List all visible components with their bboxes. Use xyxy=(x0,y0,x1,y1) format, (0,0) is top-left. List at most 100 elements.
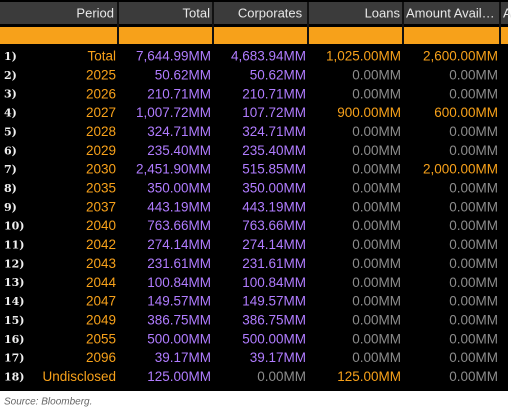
table-cell: 2040 xyxy=(86,218,116,233)
row-number: 18) xyxy=(4,370,25,383)
table-cell: 0.00MM xyxy=(352,143,401,158)
table-cell: 443.19MM xyxy=(147,199,211,214)
table-cell: 0.00MM xyxy=(352,162,401,177)
table-cell: 235.40MM xyxy=(242,143,306,158)
table-cell: 0.00MM xyxy=(449,199,498,214)
row-number: 17) xyxy=(4,352,25,365)
table-cell: 0.00MM xyxy=(352,350,401,365)
table-cell: 107.72MM xyxy=(242,105,306,120)
table-cell: 2,451.90MM xyxy=(136,162,211,177)
column-separators xyxy=(117,2,501,44)
row-number: 16) xyxy=(4,333,25,346)
table-cell: 2044 xyxy=(86,275,117,290)
table-cell: 1,007.72MM xyxy=(136,105,211,120)
row-number: 2) xyxy=(4,69,17,82)
table-cell: 0.00MM xyxy=(449,143,498,158)
table-cell: 2,600.00MM xyxy=(423,49,498,64)
table-cell: 39.17MM xyxy=(250,350,306,365)
table-cell: 0.00MM xyxy=(449,275,498,290)
table-cell: 0.00MM xyxy=(352,181,401,196)
row-number: 1) xyxy=(4,50,17,63)
table-cell: 0.00MM xyxy=(352,124,401,139)
table-cell: 0.00MM xyxy=(449,124,498,139)
table-cell: 149.57MM xyxy=(242,294,306,309)
table-cell: 0.00MM xyxy=(257,369,306,384)
table-cell: 0.00MM xyxy=(449,237,498,252)
table-cell: 500.00MM xyxy=(147,331,211,346)
table-cell: 2028 xyxy=(86,124,116,139)
header-bar xyxy=(0,2,508,24)
row-number: 7) xyxy=(4,163,17,176)
table-cell: 0.00MM xyxy=(352,312,401,327)
table-cell: 2,000.00MM xyxy=(423,162,498,177)
table-cell: 39.17MM xyxy=(155,350,211,365)
table-cell: 0.00MM xyxy=(449,350,498,365)
table-cell: 0.00MM xyxy=(352,237,401,252)
row-number: 10) xyxy=(4,220,25,233)
table-cell: 0.00MM xyxy=(449,86,498,101)
table-cell: 0.00MM xyxy=(449,331,498,346)
row-number: 4) xyxy=(4,107,17,120)
table-cell: 2025 xyxy=(86,67,116,82)
table-cell: 600.00MM xyxy=(434,105,498,120)
table-cell: 50.62MM xyxy=(155,67,211,82)
table-cell: 2047 xyxy=(86,294,116,309)
column-header: A xyxy=(503,5,511,20)
row-number: 15) xyxy=(4,314,25,327)
table-cell: 350.00MM xyxy=(147,181,211,196)
column-header: Loans xyxy=(365,5,401,20)
table-cell: 2055 xyxy=(86,331,116,346)
table-cell: 2026 xyxy=(86,86,116,101)
table-cell: 2096 xyxy=(86,350,116,365)
table-cell: 0.00MM xyxy=(352,199,401,214)
table-cell: 386.75MM xyxy=(242,312,306,327)
table-cell: 0.00MM xyxy=(352,256,401,271)
orange-bar xyxy=(0,27,508,44)
table-cell: 1,025.00MM xyxy=(326,49,401,64)
table-cell: 0.00MM xyxy=(352,218,401,233)
table-cell: 274.14MM xyxy=(242,237,306,252)
table-cell: 100.84MM xyxy=(147,275,211,290)
row-number: 12) xyxy=(4,257,25,270)
table-cell: 0.00MM xyxy=(449,312,498,327)
table-cell: 900.00MM xyxy=(337,105,401,120)
table-cell: 0.00MM xyxy=(449,369,498,384)
table-cell: 0.00MM xyxy=(352,86,401,101)
column-header: Corporates xyxy=(238,5,303,20)
table-cell: 0.00MM xyxy=(352,331,401,346)
table-cell: 0.00MM xyxy=(449,67,498,82)
table-cell: 763.66MM xyxy=(242,218,306,233)
table-cell: 210.71MM xyxy=(147,86,211,101)
table-cell: 125.00MM xyxy=(147,369,211,384)
table-cell: 2037 xyxy=(86,199,116,214)
table-cell: 4,683.94MM xyxy=(231,49,306,64)
table-cell: 235.40MM xyxy=(147,143,211,158)
table-cell: 274.14MM xyxy=(147,237,211,252)
row-number: 9) xyxy=(4,201,17,214)
terminal-bg xyxy=(0,0,508,391)
row-number: 3) xyxy=(4,88,17,101)
table-cell: 500.00MM xyxy=(242,331,306,346)
table-cell: 0.00MM xyxy=(449,218,498,233)
table-cell: 0.00MM xyxy=(449,181,498,196)
table-cell: 2049 xyxy=(86,312,116,327)
table-cell: 2042 xyxy=(86,237,116,252)
table-cell: 149.57MM xyxy=(147,294,211,309)
column-header: Period xyxy=(76,5,114,20)
table-cell: 0.00MM xyxy=(352,275,401,290)
table-cell: 2030 xyxy=(86,162,116,177)
row-number: 6) xyxy=(4,144,17,157)
table-cell: 0.00MM xyxy=(449,256,498,271)
row-number: 8) xyxy=(4,182,17,195)
table-cell: 7,644.99MM xyxy=(136,49,211,64)
table-cell: 324.71MM xyxy=(242,124,306,139)
table-cell: 386.75MM xyxy=(147,312,211,327)
table-cell: 763.66MM xyxy=(147,218,211,233)
table-cell: 0.00MM xyxy=(352,67,401,82)
table-cell: Total xyxy=(87,49,116,64)
table-cell: 324.71MM xyxy=(147,124,211,139)
table-cell: 0.00MM xyxy=(352,294,401,309)
table-cell: 231.61MM xyxy=(242,256,306,271)
column-header: Total xyxy=(183,5,211,20)
